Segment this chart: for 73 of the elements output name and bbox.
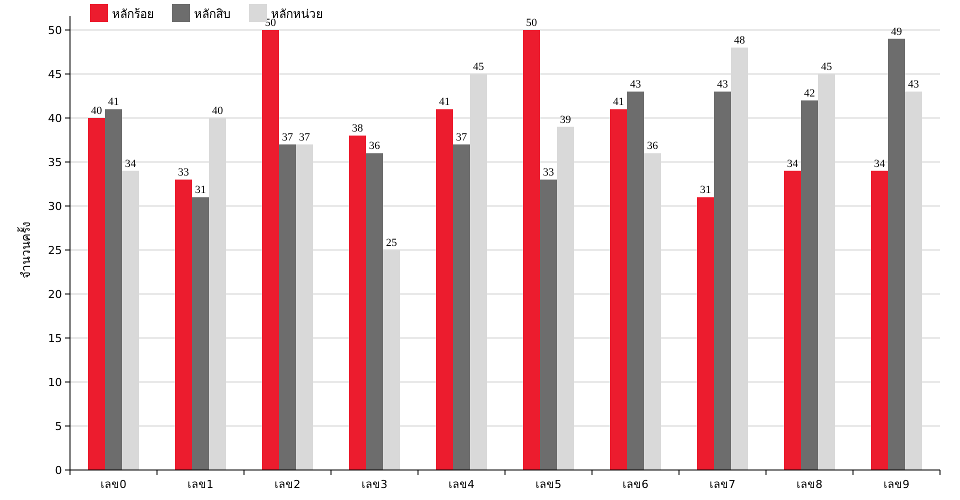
- data-label: 41: [439, 96, 450, 108]
- bar: [279, 144, 296, 470]
- data-label: 42: [804, 87, 815, 100]
- y-tick-label: 30: [48, 200, 62, 213]
- data-label: 41: [613, 96, 624, 108]
- y-tick-label: 40: [48, 112, 62, 125]
- x-tick-label: เลข0: [100, 478, 126, 491]
- bar: [871, 170, 888, 470]
- data-label: 34: [125, 158, 136, 170]
- y-tick-label: 15: [48, 332, 62, 345]
- y-tick-label: 10: [48, 376, 62, 389]
- y-tick-label: 5: [55, 420, 62, 433]
- bar: [366, 153, 383, 470]
- data-label: 45: [473, 61, 484, 73]
- bar: [349, 136, 366, 470]
- data-label: 40: [91, 105, 102, 117]
- x-tick-label: เลข5: [536, 478, 562, 491]
- data-label: 25: [386, 237, 398, 249]
- bar: [801, 100, 818, 470]
- bar: [105, 109, 122, 470]
- data-label: 40: [212, 105, 224, 117]
- bar: [436, 109, 453, 470]
- bar: [697, 197, 714, 470]
- data-label: 48: [734, 34, 746, 47]
- x-tick-label: เลข7: [710, 478, 736, 491]
- bar: [192, 197, 209, 470]
- bar: [88, 118, 105, 470]
- x-tick-label: เลข9: [884, 478, 910, 491]
- y-tick-label: 35: [48, 156, 62, 169]
- legend-label: หลักสิบ: [194, 7, 231, 21]
- data-label: 50: [526, 17, 538, 29]
- data-label: 43: [717, 78, 728, 91]
- bar: [714, 92, 731, 470]
- bar: [540, 180, 557, 470]
- data-label: 34: [874, 158, 886, 170]
- y-tick-label: 45: [48, 68, 62, 81]
- bar: [262, 30, 279, 470]
- y-tick-label: 20: [48, 288, 62, 301]
- bar: [453, 144, 470, 470]
- data-label: 33: [543, 166, 554, 179]
- data-label: 43: [630, 78, 642, 91]
- data-label: 49: [891, 26, 902, 38]
- bar: [523, 30, 540, 470]
- legend-label: หลักร้อย: [112, 7, 154, 21]
- data-label: 36: [647, 140, 658, 152]
- data-label: 31: [700, 184, 711, 196]
- bar: [888, 38, 905, 470]
- data-label: 36: [369, 140, 380, 152]
- data-label: 43: [908, 78, 920, 91]
- x-tick-label: เลข6: [622, 478, 648, 491]
- x-tick-label: เลข8: [796, 478, 822, 491]
- bar: [175, 180, 192, 470]
- data-label: 37: [299, 131, 310, 144]
- data-label: 34: [787, 158, 798, 170]
- x-tick-label: เลข4: [448, 478, 474, 491]
- bar: [784, 170, 801, 470]
- data-label: 37: [282, 131, 294, 144]
- y-axis-title: จำนวนครั้ง: [17, 222, 33, 278]
- data-label: 38: [352, 122, 364, 135]
- y-tick-label: 0: [55, 464, 62, 477]
- data-label: 45: [821, 61, 832, 73]
- data-label: 37: [456, 131, 468, 144]
- data-label: 41: [108, 96, 119, 108]
- data-label: 33: [178, 166, 190, 179]
- x-tick-label: เลข1: [188, 478, 214, 491]
- bar: [627, 92, 644, 470]
- y-tick-label: 50: [48, 24, 62, 37]
- x-tick-label: เลข3: [362, 478, 388, 491]
- y-tick-label: 25: [48, 244, 62, 257]
- data-label: 39: [560, 114, 572, 126]
- x-tick-label: เลข2: [274, 478, 300, 491]
- data-label: 31: [195, 184, 206, 196]
- bar: [610, 109, 627, 470]
